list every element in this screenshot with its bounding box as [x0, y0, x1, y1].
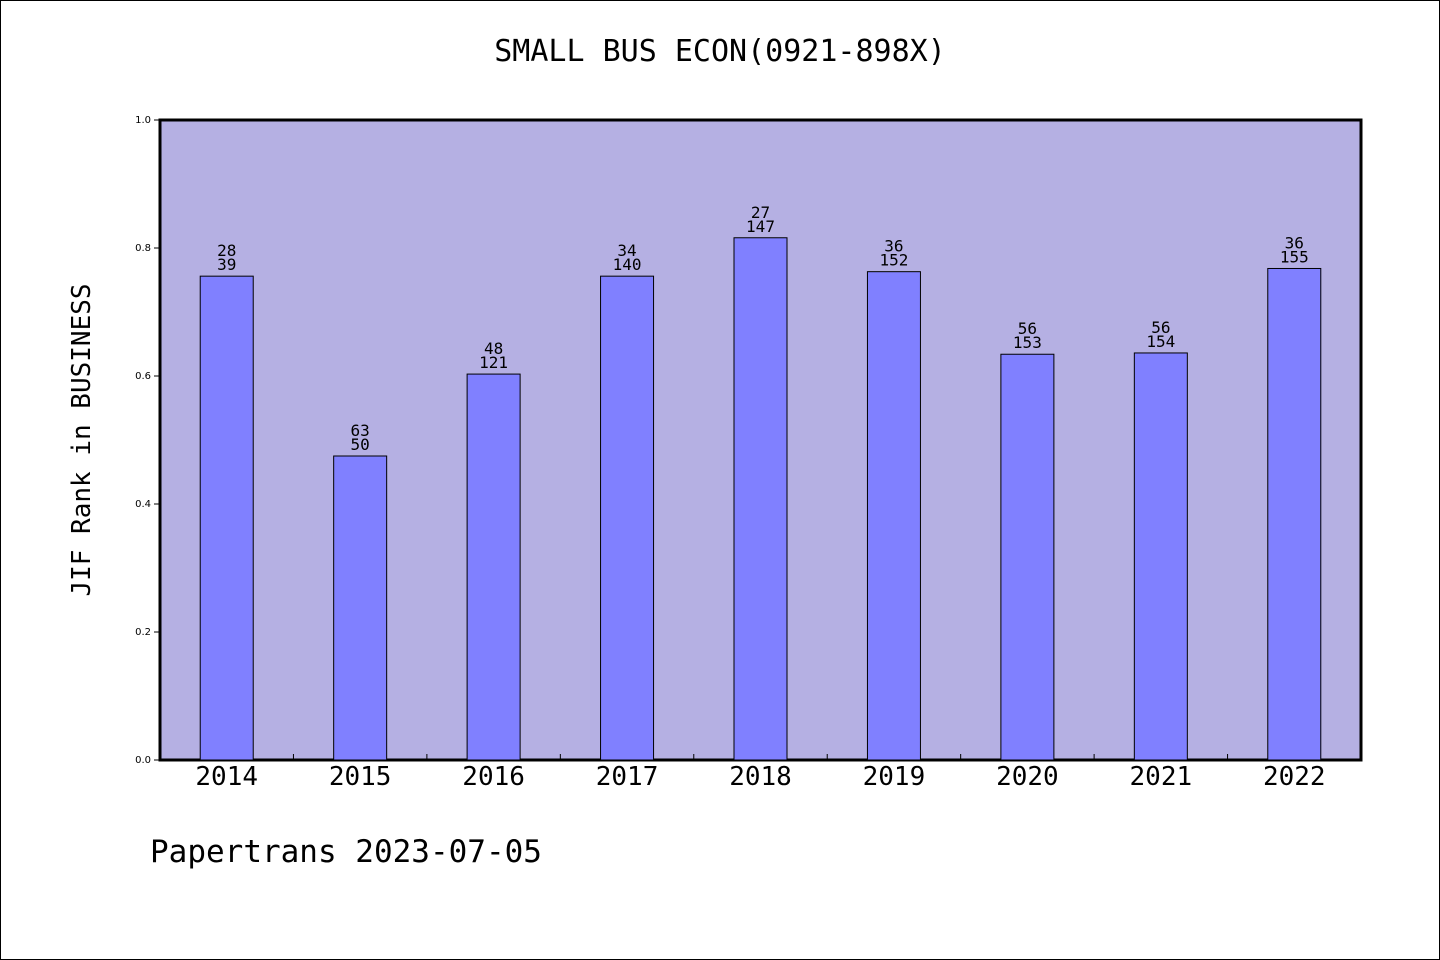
- bar-2014: [199, 275, 254, 761]
- bar-label-bottom: 154: [1146, 332, 1175, 351]
- y-tick-label: 0.0: [135, 755, 151, 766]
- bar-label-bottom: 50: [351, 435, 370, 454]
- x-tick-label: 2021: [1130, 762, 1193, 792]
- x-tick-label: 2015: [329, 762, 392, 792]
- bar-2017: [600, 275, 655, 761]
- x-tick-label: 2020: [996, 762, 1059, 792]
- x-tick-label: 2016: [462, 762, 525, 792]
- y-tick-label: 1.0: [135, 115, 151, 126]
- y-tick-label: 0.8: [135, 243, 151, 254]
- y-axis-label: JIF Rank in BUSINESS: [67, 283, 97, 596]
- bar-label-top: 36: [1285, 233, 1304, 252]
- bar-2016: [466, 373, 521, 761]
- bar-label-bottom: 152: [879, 251, 908, 270]
- bar-label-top: 63: [351, 421, 370, 440]
- bar-label-bottom: 39: [217, 255, 236, 274]
- bar-label-top: 56: [1018, 319, 1037, 338]
- bar-2019: [866, 271, 921, 761]
- x-tick-label: 2019: [863, 762, 926, 792]
- bar-label-top: 28: [217, 241, 236, 260]
- bar-label-top: 36: [884, 237, 903, 256]
- bar-label-top: 34: [617, 241, 636, 260]
- bar-label-top: 27: [751, 203, 770, 222]
- chart-title: SMALL BUS ECON(0921-898X): [494, 34, 946, 69]
- bar-2018: [733, 237, 788, 761]
- bar-label-bottom: 155: [1280, 247, 1309, 266]
- bar-label-bottom: 140: [613, 255, 642, 274]
- y-tick-label: 0.6: [135, 371, 151, 382]
- x-tick-label: 2018: [729, 762, 792, 792]
- bar-label-top: 48: [484, 339, 503, 358]
- bar-2022: [1267, 267, 1322, 761]
- x-tick-label: 2022: [1263, 762, 1326, 792]
- y-tick-label: 0.4: [135, 499, 151, 510]
- x-tick-label: 2014: [195, 762, 258, 792]
- bar-label-top: 56: [1151, 318, 1170, 337]
- footer-credit: Papertrans 2023-07-05: [150, 834, 542, 870]
- bar-label-bottom: 147: [746, 217, 775, 236]
- bar-2020: [1000, 353, 1055, 761]
- x-tick-label: 2017: [596, 762, 659, 792]
- y-tick-label: 0.2: [135, 627, 151, 638]
- bar-2015: [333, 455, 388, 761]
- bar-2021: [1133, 352, 1188, 761]
- bar-label-bottom: 153: [1013, 333, 1042, 352]
- bar-label-bottom: 121: [479, 353, 508, 372]
